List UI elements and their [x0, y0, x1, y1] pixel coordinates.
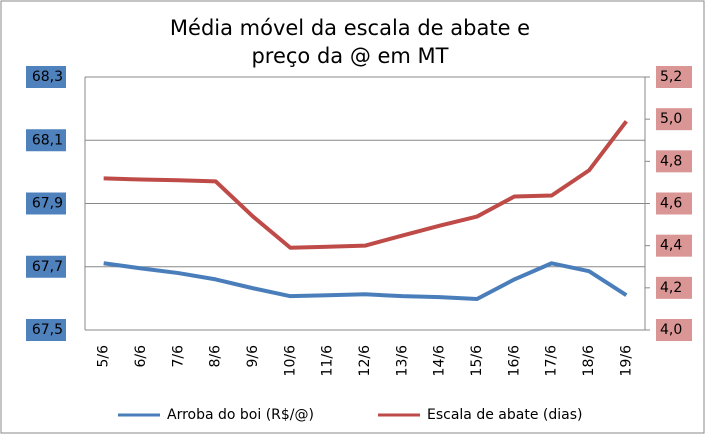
y-tick-label: 68,1 — [32, 132, 63, 148]
y2-tick-label-bg — [656, 108, 692, 131]
y2-tick-label: 4,6 — [660, 196, 682, 212]
y2-tick-label-bg — [656, 66, 692, 88]
x-tick-label: 15/6 — [469, 345, 485, 377]
y-tick-label-bg — [26, 255, 66, 278]
y-tick-label-bg — [26, 66, 66, 88]
y-tick-label-bg — [26, 129, 66, 152]
x-tick-label: 10/6 — [282, 345, 298, 377]
y2-tick-label: 4,4 — [660, 238, 682, 254]
x-tick-label: 13/6 — [394, 345, 410, 377]
y2-tick-label: 4,8 — [660, 153, 682, 169]
x-tick-label: 16/6 — [506, 345, 522, 377]
y2-tick-label-bg — [656, 234, 692, 257]
y-tick-label: 67,7 — [32, 259, 63, 275]
x-tick-label: 19/6 — [618, 345, 634, 377]
y-tick-label: 67,5 — [32, 322, 63, 338]
y2-tick-label-bg — [656, 276, 692, 299]
series-line — [103, 120, 628, 250]
x-tick-label: 12/6 — [357, 345, 373, 377]
y-tick-label: 67,9 — [32, 196, 63, 212]
y2-tick-label-bg — [656, 319, 692, 341]
y2-tick-label: 4,0 — [660, 322, 682, 338]
x-tick-label: 7/6 — [170, 345, 186, 368]
y2-tick-label: 5,0 — [660, 111, 682, 127]
chart-title: Média móvel da escala de abate e preço d… — [169, 16, 531, 68]
x-tick-label: 11/6 — [320, 345, 336, 377]
x-tick-label: 9/6 — [245, 345, 261, 368]
x-tick-label: 17/6 — [544, 345, 560, 377]
y-tick-label: 68,3 — [32, 69, 63, 85]
legend-label: Arroba do boi (R$/@) — [167, 407, 314, 423]
series-line — [103, 261, 628, 302]
y2-tick-label-bg — [656, 150, 692, 173]
y2-tick-label: 5,2 — [660, 69, 682, 85]
x-tick-label: 5/6 — [96, 345, 112, 368]
x-tick-label: 18/6 — [581, 345, 597, 377]
y2-tick-label: 4,2 — [660, 280, 682, 296]
legend-label: Escala de abate (dias) — [427, 407, 582, 423]
y2-tick-label-bg — [656, 192, 692, 215]
x-tick-label: 6/6 — [133, 345, 149, 368]
y-tick-label-bg — [26, 319, 66, 341]
x-tick-label: 8/6 — [208, 345, 224, 368]
y-tick-label-bg — [26, 192, 66, 215]
x-tick-label: 14/6 — [432, 345, 448, 377]
